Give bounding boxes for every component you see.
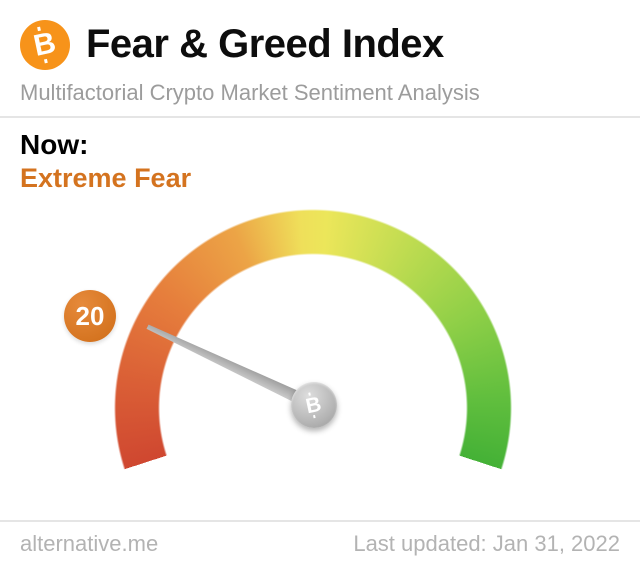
bitcoin-b-glyph: B — [304, 392, 324, 418]
header-divider — [0, 116, 640, 118]
gauge-value-badge: 20 — [64, 290, 116, 342]
subtitle: Multifactorial Crypto Market Sentiment A… — [20, 80, 480, 105]
bitcoin-logo-icon: B — [20, 20, 70, 70]
footer-site: alternative.me — [20, 531, 159, 556]
gauge-pivot-bitcoin-icon: B — [291, 382, 337, 428]
gauge-value: 20 — [75, 300, 105, 331]
footer-last-updated: Last updated: Jan 31, 2022 — [353, 531, 620, 556]
now-label: Now: — [20, 129, 89, 160]
sentiment-value: Extreme Fear — [20, 163, 192, 193]
page-title: Fear & Greed Index — [86, 22, 444, 66]
footer-divider — [0, 520, 640, 522]
footer: alternative.me Last updated: Jan 31, 202… — [20, 531, 620, 557]
